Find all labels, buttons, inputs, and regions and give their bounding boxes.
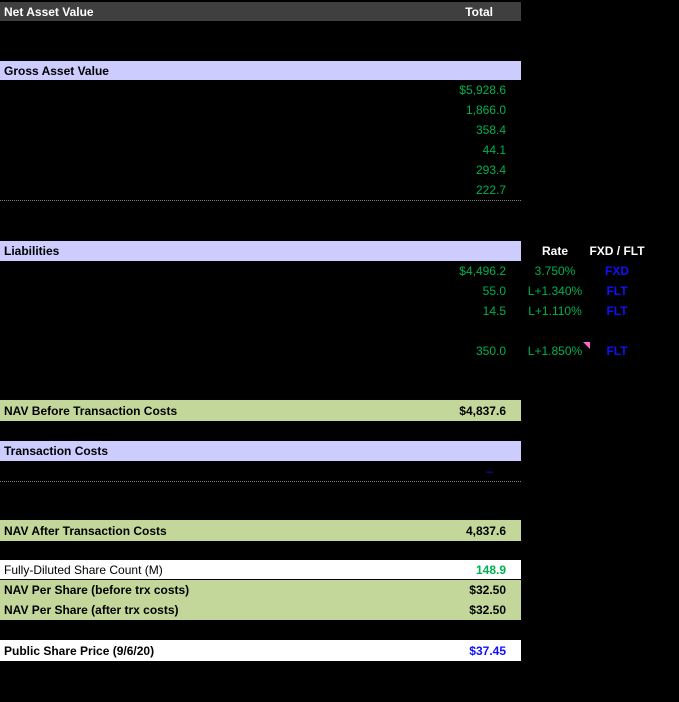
nav-before-value[interactable]: $4,837.6 [459,403,506,418]
nav-per-share-after-row: NAV Per Share (after trx costs) $32.50 [0,600,521,620]
section-label: Transaction Costs [4,444,109,458]
header-row: Net Asset Value Total [0,2,521,21]
liability-value-cell[interactable]: 14.5 [482,304,506,318]
nav-after-trx-row: NAV After Transaction Costs 4,837.6 [0,520,521,541]
gross-value-cell[interactable]: 358.4 [475,123,506,137]
gross-value-cell[interactable]: 1,866.0 [465,103,506,117]
gross-value-cell[interactable]: 293.4 [475,163,506,177]
transaction-costs-section-header: Transaction Costs [0,441,521,461]
public-share-price-row: Public Share Price (9/6/20) $37.45 [0,640,521,661]
total-column-header: Total [465,4,493,19]
nav-before-trx-row: NAV Before Transaction Costs $4,837.6 [0,400,521,421]
share-count-label: Fully-Diluted Share Count (M) [4,562,163,577]
liability-value-cell[interactable]: 350.0 [475,344,506,358]
liability-type-cell[interactable]: FLT [606,344,628,358]
liabilities-section-header: Liabilities [0,241,521,261]
section-label: Gross Asset Value [4,63,109,78]
comment-note-icon[interactable] [583,342,590,349]
separator-line [0,200,521,201]
nav-before-label: NAV Before Transaction Costs [4,403,178,418]
fxd-flt-column-header: FXD / FLT [589,244,645,258]
nps-after-label: NAV Per Share (after trx costs) [4,603,179,617]
section-label: Liabilities [4,244,60,258]
liability-rate-cell[interactable]: L+1.340% [527,284,583,298]
liability-rate-cell[interactable]: L+1.850% [518,341,592,361]
liability-type-cell[interactable]: FLT [606,304,628,318]
public-share-price-label: Public Share Price (9/6/20) [4,643,155,658]
liability-rate-cell[interactable]: 3.750% [534,264,576,278]
liability-value-cell[interactable]: $4,496.2 [459,264,506,278]
gross-value-cell[interactable]: $5,928.6 [459,83,506,97]
nav-after-label: NAV After Transaction Costs [4,523,167,538]
gross-value-cell[interactable]: 222.7 [475,183,506,197]
nps-before-value[interactable]: $32.50 [469,583,506,597]
transaction-costs-value-cell[interactable]: – [486,464,493,478]
share-count-value[interactable]: 148.9 [475,562,506,577]
liability-type-cell[interactable]: FXD [605,264,629,278]
liability-type-cell[interactable]: FLT [606,284,628,298]
gross-value-cell[interactable]: 44.1 [482,143,506,157]
liability-value-cell[interactable]: 55.0 [482,284,506,298]
rate-value: L+1.850% [527,344,583,358]
nps-after-value[interactable]: $32.50 [469,603,506,617]
sheet-title: Net Asset Value [4,4,94,19]
gross-asset-value-section-header: Gross Asset Value [0,61,521,80]
liability-rate-cell[interactable]: L+1.110% [528,304,582,318]
separator-line [0,481,521,482]
nps-before-label: NAV Per Share (before trx costs) [4,583,190,597]
nav-after-value[interactable]: 4,837.6 [465,523,506,538]
share-count-row: Fully-Diluted Share Count (M) 148.9 [0,560,521,579]
rate-column-header: Rate [541,244,568,258]
public-share-price-value[interactable]: $37.45 [469,643,506,658]
nav-per-share-before-row: NAV Per Share (before trx costs) $32.50 [0,580,521,600]
